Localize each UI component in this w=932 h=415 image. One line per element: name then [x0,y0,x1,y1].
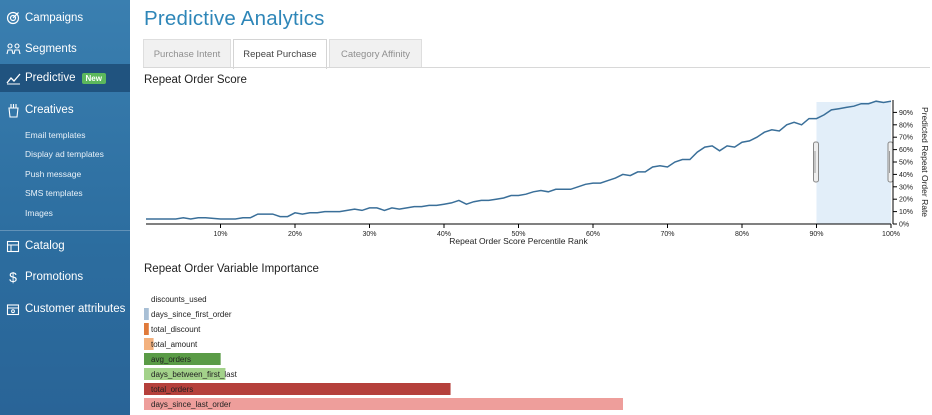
sidebar-item-promotions[interactable]: $ Promotions [0,263,130,291]
y-tick-label: 80% [899,122,913,129]
tab-purchase-intent[interactable]: Purchase Intent [143,39,231,68]
brush-handle-left[interactable] [813,141,819,183]
sidebar-item-label: Catalog [25,240,65,252]
x-tick-label: 60% [586,231,600,238]
sidebar-item-predictive[interactable]: Predictive New [0,64,130,92]
importance-bar-label: days_since_last_order [151,400,231,409]
sidebar: Campaigns Segments Predictive New Creati… [0,0,130,415]
page-title: Predictive Analytics [144,7,325,30]
sub-item-images[interactable]: Images [25,208,53,218]
x-tick-label: 70% [660,231,674,238]
sidebar-item-creatives[interactable]: Creatives [0,96,130,124]
score-section-title: Repeat Order Score [144,74,247,86]
importance-section-title: Repeat Order Variable Importance [144,263,319,275]
sidebar-item-label: Segments [25,43,77,55]
x-tick-label: 30% [362,231,376,238]
importance-bar-label: discounts_used [151,295,207,304]
sidebar-item-label: Customer attributes [25,303,126,315]
y-tick-label: 60% [899,147,913,154]
y-tick-label: 70% [899,135,913,142]
people-icon [4,40,22,58]
importance-bar [144,383,451,395]
y-tick-label: 0% [899,222,909,229]
sub-item-sms-templates[interactable]: SMS templates [25,188,83,198]
sidebar-item-segments[interactable]: Segments [0,35,130,63]
y-tick-label: 30% [899,184,913,191]
sub-item-display-ad-templates[interactable]: Display ad templates [25,149,104,159]
brush-handle-right[interactable] [887,141,894,183]
catalog-icon [4,237,22,255]
x-tick-label: 20% [288,231,302,238]
creatives-icon [4,101,22,119]
x-tick-label: 50% [511,231,525,238]
trend-icon [4,69,22,87]
variable-importance-chart: discounts_used days_since_first_ordertota… [144,295,623,410]
y-axis: 0% 10% 20% 30% 40% 50% 60% 70% 80% 90% [892,100,913,229]
sub-item-push-message[interactable]: Push message [25,169,82,179]
importance-bar-label: avg_orders [151,355,191,364]
sidebar-divider [0,230,130,231]
x-tick-label: 10% [213,231,227,238]
series-line [146,100,892,220]
repeat-order-score-chart[interactable]: 10% 20% 30% 40% 50% 60% 70% 80% 90% 100% 0% 10% 20%… [140,96,930,250]
tab-repeat-purchase[interactable]: Repeat Purchase [233,39,327,69]
sidebar-item-label: Predictive [25,72,76,84]
sidebar-item-catalog[interactable]: Catalog [0,232,130,260]
x-tick-label: 80% [735,231,749,238]
y-tick-label: 10% [899,209,913,216]
dollar-icon: $ [9,269,17,285]
y-tick-label: 50% [899,160,913,167]
y-axis-label: Predicted Repeat Order Rate [920,107,930,217]
importance-bar [144,353,221,365]
importance-bar [144,323,149,335]
y-tick-label: 20% [899,197,913,204]
tabs-underline [143,67,930,68]
y-tick-label: 40% [899,172,913,179]
importance-bar [144,398,623,410]
importance-bar-label: days_between_first_last [151,370,238,379]
new-badge: New [81,72,106,84]
selection-brush[interactable] [816,102,892,224]
importance-bar [144,338,154,350]
y-tick-label: 90% [899,110,913,117]
importance-bar [144,368,226,380]
target-icon [4,9,22,27]
x-tick-label: 100% [882,231,900,238]
tab-category-affinity[interactable]: Category Affinity [329,39,422,68]
tab-bar: Purchase Intent Repeat Purchase Category… [143,39,424,69]
sidebar-item-label: Campaigns [25,12,84,24]
importance-bar-label: total_orders [151,385,193,394]
sub-item-email-templates[interactable]: Email templates [25,130,86,140]
importance-bar-label: days_since_first_order [151,310,232,319]
sidebar-item-campaigns[interactable]: Campaigns [0,4,130,32]
sidebar-item-customer-attributes[interactable]: Customer attributes [0,295,130,323]
importance-bar-label: total_discount [151,325,201,334]
attributes-icon [4,300,22,318]
importance-bar [144,308,149,320]
importance-bar-label: total_amount [151,340,198,349]
x-tick-label: 90% [809,231,823,238]
x-axis: 10% 20% 30% 40% 50% 60% 70% 80% 90% 100% [146,223,900,238]
sidebar-item-label: Promotions [25,271,84,283]
sidebar-item-label: Creatives [25,104,74,116]
x-tick-label: 40% [437,231,451,238]
x-axis-label: Repeat Order Score Percentile Rank [449,236,588,246]
